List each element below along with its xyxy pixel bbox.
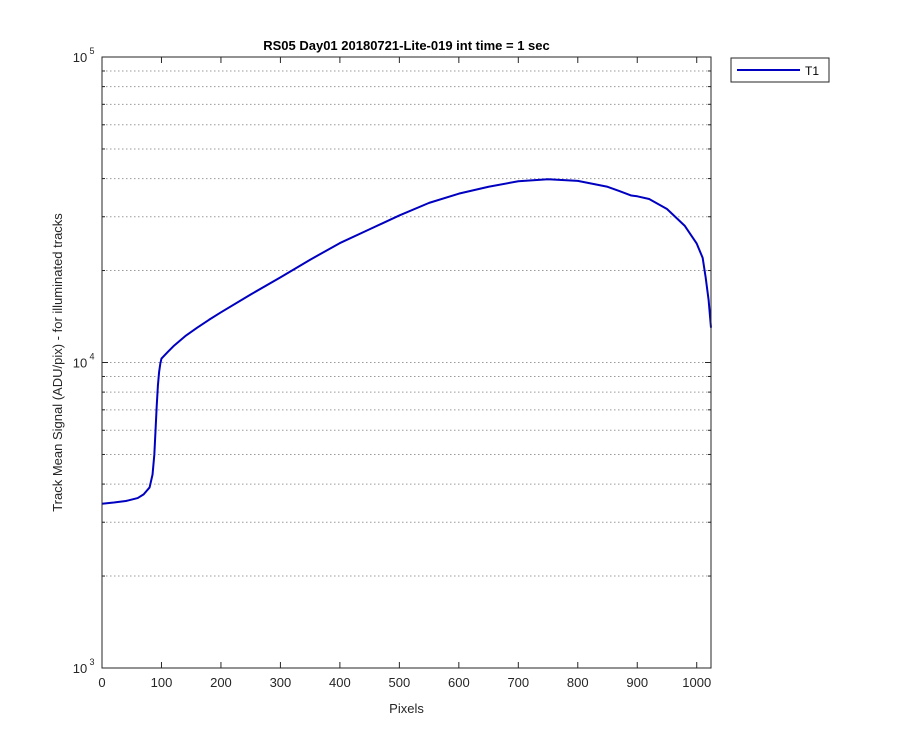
x-tick-label: 700: [507, 675, 529, 690]
x-tick-label: 1000: [682, 675, 711, 690]
y-tick-label: 10: [73, 661, 87, 676]
y-tick-exponent: 5: [89, 46, 94, 56]
y-tick-label: 10: [73, 356, 87, 371]
x-tick-label: 900: [626, 675, 648, 690]
y-tick-exponent: 4: [89, 352, 94, 362]
series-layer: [101, 178, 712, 505]
x-tick-label: 500: [389, 675, 411, 690]
chart-title: RS05 Day01 20180721-Lite-019 int time = …: [263, 38, 550, 53]
x-axis-label: Pixels: [389, 701, 424, 716]
legend: T1: [730, 57, 830, 83]
series-line-t1: [101, 178, 712, 505]
x-tick-label: 600: [448, 675, 470, 690]
x-axis: 0 100 200 300 400 500 600 700 800 900 1000: [98, 57, 711, 690]
y-tick-exponent: 3: [89, 657, 94, 667]
legend-label-t1: T1: [805, 64, 819, 78]
x-tick-label: 400: [329, 675, 351, 690]
y-axis-label: Track Mean Signal (ADU/pix) - for illumi…: [50, 213, 65, 512]
x-tick-label: 100: [151, 675, 173, 690]
grid: [102, 70, 711, 577]
x-tick-label: 800: [567, 675, 589, 690]
x-tick-label: 200: [210, 675, 232, 690]
x-tick-label: 300: [270, 675, 292, 690]
y-tick-label: 10: [73, 50, 87, 65]
x-tick-label: 0: [98, 675, 105, 690]
